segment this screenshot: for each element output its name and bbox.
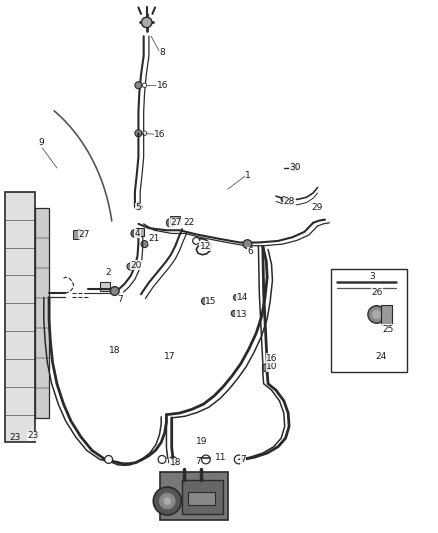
Bar: [100, 282, 110, 291]
Bar: [188, 492, 215, 505]
Bar: [182, 480, 223, 514]
Circle shape: [164, 497, 171, 505]
Bar: [5, 192, 35, 442]
Text: 12: 12: [200, 242, 211, 251]
Circle shape: [74, 230, 83, 239]
Text: 20: 20: [131, 261, 142, 270]
Circle shape: [159, 493, 175, 509]
Text: 27: 27: [170, 219, 181, 227]
Circle shape: [169, 457, 177, 465]
Circle shape: [135, 82, 142, 89]
Text: 4: 4: [135, 229, 141, 238]
Text: 24: 24: [376, 352, 387, 360]
Bar: [73, 230, 78, 239]
Circle shape: [201, 455, 210, 464]
Circle shape: [131, 230, 139, 237]
Text: 23: 23: [10, 433, 21, 441]
Text: 19: 19: [196, 437, 208, 446]
Text: 5: 5: [136, 204, 141, 212]
Text: 6: 6: [247, 247, 253, 256]
Circle shape: [262, 364, 270, 372]
Circle shape: [291, 164, 298, 172]
Text: 16: 16: [266, 354, 278, 362]
Text: 2: 2: [105, 269, 111, 277]
Bar: [170, 215, 180, 224]
Text: 14: 14: [237, 293, 248, 302]
Text: 29: 29: [312, 204, 323, 212]
Circle shape: [368, 306, 385, 323]
Text: 15: 15: [205, 297, 216, 305]
Text: 7: 7: [195, 457, 201, 465]
Text: 7: 7: [240, 455, 246, 464]
Text: 23: 23: [27, 432, 39, 440]
Circle shape: [243, 240, 252, 248]
Text: 16: 16: [154, 130, 166, 139]
Text: 11: 11: [215, 453, 226, 462]
Circle shape: [142, 83, 147, 87]
Circle shape: [231, 310, 237, 317]
Circle shape: [166, 219, 175, 227]
Circle shape: [233, 294, 240, 301]
Circle shape: [127, 263, 134, 270]
Bar: [160, 472, 228, 520]
Circle shape: [153, 487, 181, 515]
Circle shape: [135, 203, 142, 211]
Text: 26: 26: [371, 288, 383, 296]
Text: 18: 18: [170, 458, 181, 467]
Circle shape: [158, 456, 166, 463]
Text: 1: 1: [245, 172, 251, 180]
Circle shape: [135, 130, 142, 137]
Circle shape: [141, 240, 148, 248]
Circle shape: [110, 287, 119, 295]
Text: 10: 10: [266, 362, 278, 371]
Text: 8: 8: [160, 48, 166, 56]
Bar: [331, 269, 407, 372]
Circle shape: [193, 237, 200, 245]
Circle shape: [105, 456, 113, 463]
Text: 16: 16: [157, 81, 168, 90]
Circle shape: [372, 310, 381, 319]
Text: 25: 25: [382, 325, 393, 334]
Text: 28: 28: [284, 197, 295, 206]
Circle shape: [141, 17, 152, 28]
Circle shape: [142, 131, 147, 135]
Text: 22: 22: [183, 219, 194, 227]
Text: 18: 18: [109, 346, 120, 355]
Circle shape: [281, 197, 286, 202]
Text: 30: 30: [289, 164, 300, 172]
Text: 17: 17: [164, 352, 176, 360]
Text: 9: 9: [39, 139, 44, 147]
Circle shape: [201, 297, 208, 305]
Text: 3: 3: [369, 272, 374, 280]
Bar: [381, 305, 392, 325]
Bar: [136, 228, 144, 236]
Text: 21: 21: [148, 235, 159, 243]
Circle shape: [234, 455, 243, 464]
Text: 7: 7: [117, 295, 123, 304]
Text: 27: 27: [78, 230, 89, 239]
Text: 13: 13: [236, 310, 247, 319]
Bar: [35, 208, 49, 418]
